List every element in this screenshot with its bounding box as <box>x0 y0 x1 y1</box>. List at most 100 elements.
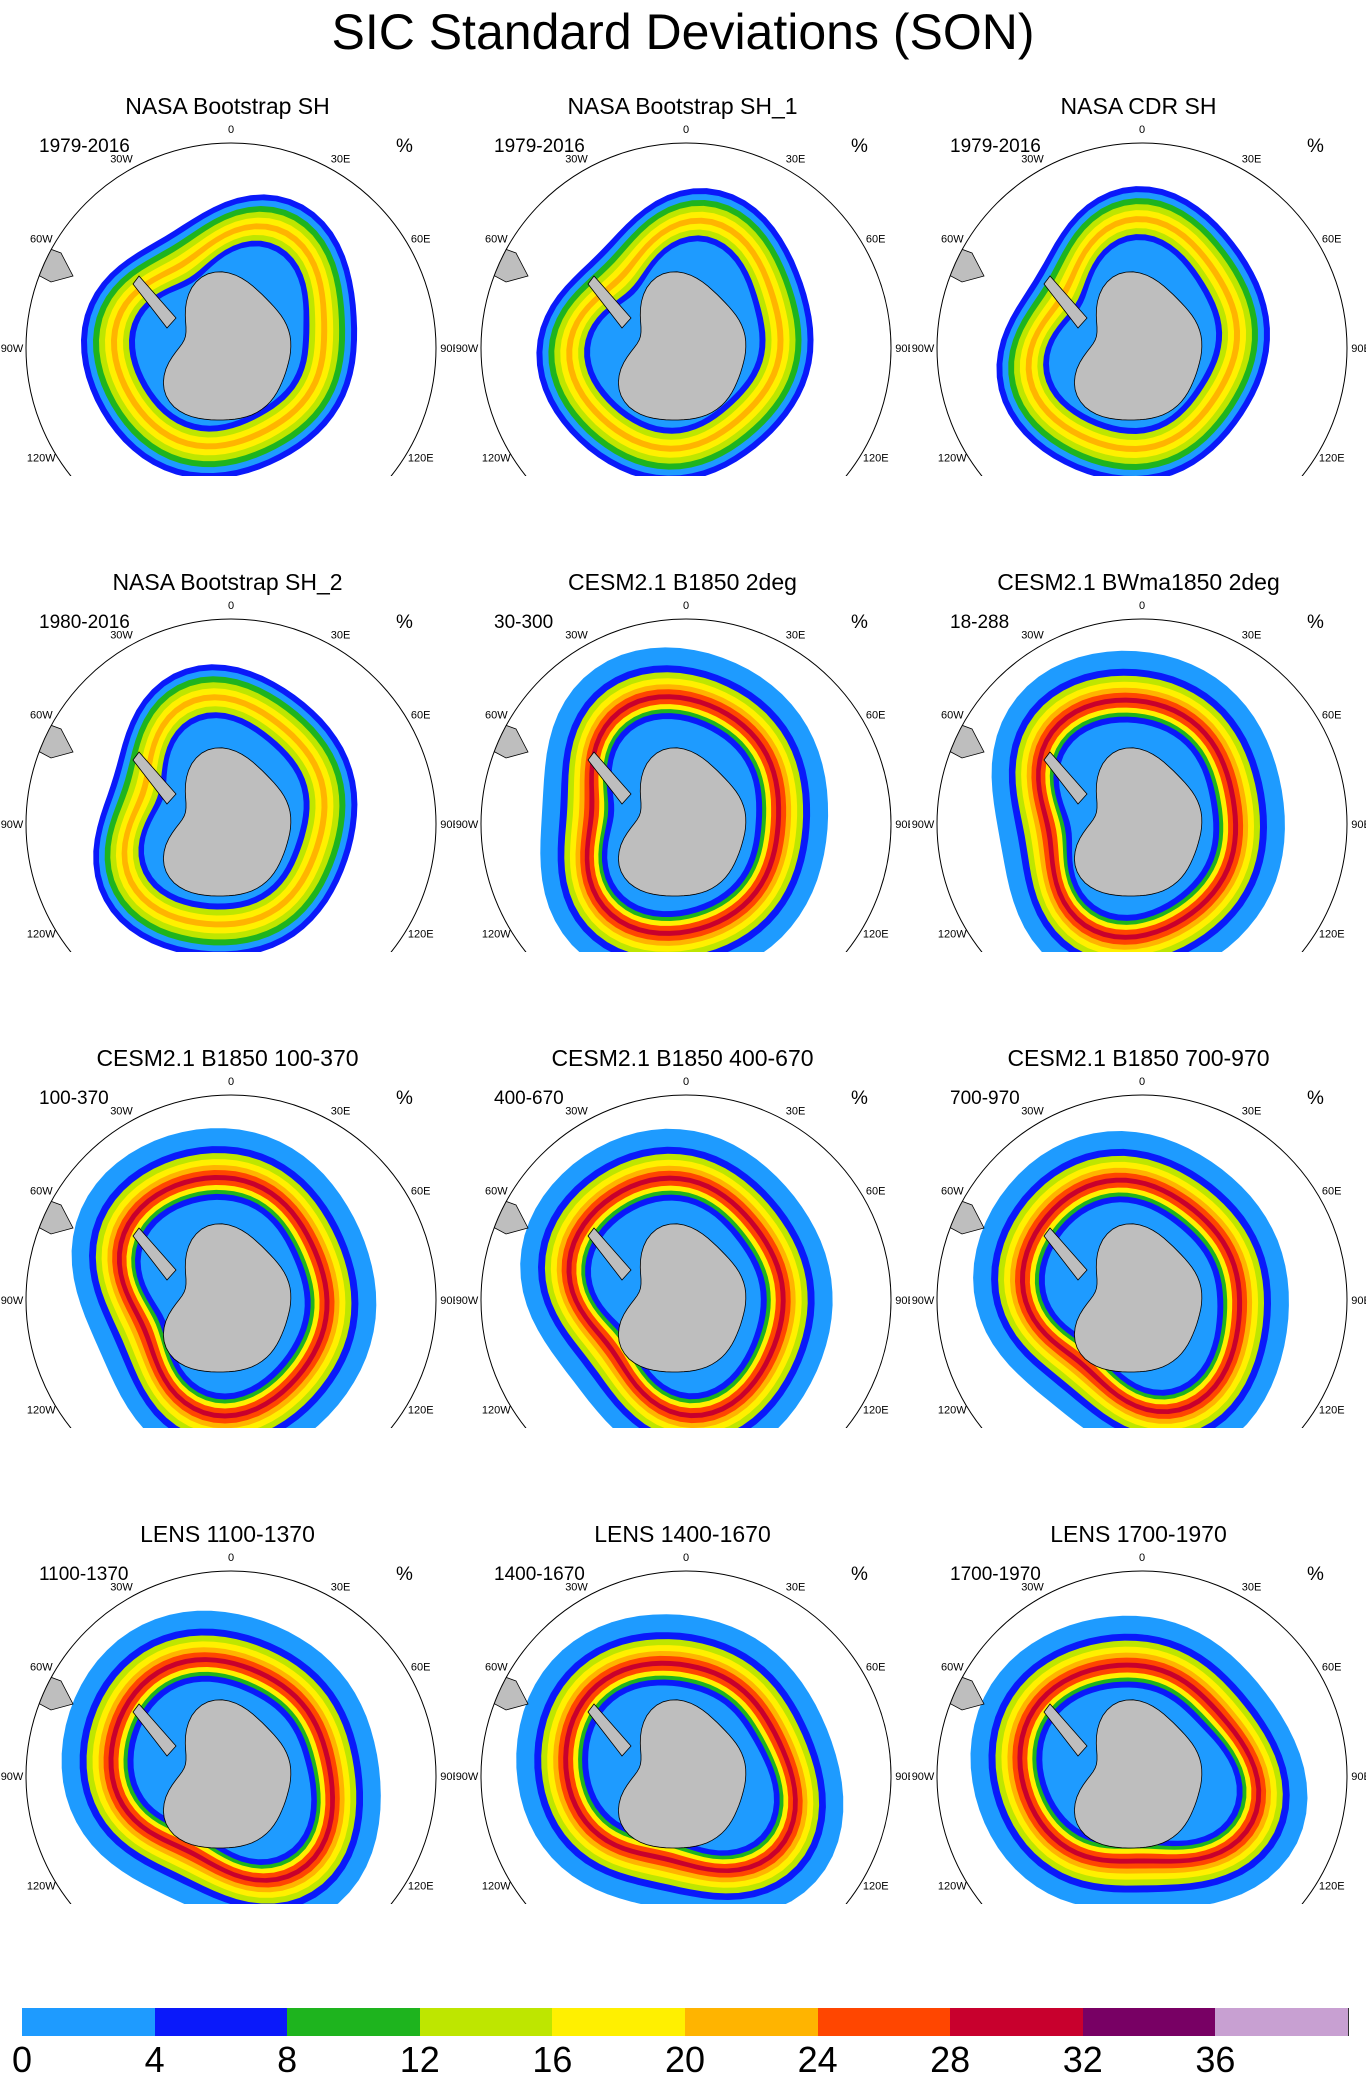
longitude-label: 120W <box>27 1405 56 1417</box>
longitude-label: 90W <box>456 819 479 831</box>
longitude-label: 120E <box>408 1405 434 1417</box>
antarctica-landmass <box>162 1699 292 1849</box>
longitude-label: 60E <box>1322 1662 1342 1674</box>
longitude-label: 90W <box>912 1771 935 1783</box>
panel-unit-label: % <box>396 1564 413 1585</box>
longitude-label: 60W <box>941 1662 964 1674</box>
longitude-label: 90E <box>895 343 910 355</box>
longitude-label: 60E <box>1322 234 1342 246</box>
map-panel: 030E60E90E120E150E180150W120W90W60W30WCE… <box>911 952 1366 1428</box>
colorbar-swatch <box>950 2008 1084 2036</box>
longitude-label: 30W <box>565 153 588 165</box>
colorbar-swatch <box>552 2008 686 2036</box>
antarctic-peninsula <box>1043 275 1088 329</box>
antarctic-peninsula <box>132 751 177 805</box>
map-boundary-circle <box>25 618 437 952</box>
colorbar-swatch <box>685 2008 819 2036</box>
panel-unit-label: % <box>851 1088 868 1109</box>
longitude-label: 120E <box>863 929 889 941</box>
map-panel: 030E60E90E120E150E180150W120W90W60W30WNA… <box>911 0 1366 476</box>
antarctic-peninsula <box>1043 751 1088 805</box>
panel-title: NASA CDR SH <box>1060 93 1217 119</box>
longitude-label: 30E <box>786 629 806 641</box>
panel-title: NASA Bootstrap SH <box>125 93 330 119</box>
longitude-label: 0 <box>228 124 234 136</box>
longitude-label: 60E <box>411 710 431 722</box>
longitude-label: 60E <box>1322 710 1342 722</box>
longitude-label: 60W <box>485 1662 508 1674</box>
polar-map: 030E60E90E120E150E180150W120W90W60W30W <box>456 1552 910 1904</box>
longitude-label: 30W <box>110 153 133 165</box>
map-panel: 030E60E90E120E150E180150W120W90W60W30WLE… <box>911 1428 1366 1904</box>
longitude-label: 90W <box>456 343 479 355</box>
longitude-label: 120W <box>482 1881 511 1893</box>
panel-year-range: 1979-2016 <box>39 136 130 157</box>
panel-year-range: 1100-1370 <box>39 1564 129 1585</box>
longitude-label: 120W <box>938 929 967 941</box>
longitude-label: 30E <box>331 629 351 641</box>
longitude-label: 90W <box>1 819 24 831</box>
longitude-label: 0 <box>683 1076 689 1088</box>
map-boundary-circle <box>480 142 892 476</box>
colorbar-tick-label: 20 <box>664 2039 706 2080</box>
colorbar-tick-label: 4 <box>144 2039 165 2080</box>
longitude-label: 0 <box>1139 1076 1145 1088</box>
longitude-label: 30E <box>331 1581 351 1593</box>
longitude-label: 90W <box>456 1771 479 1783</box>
colorbar-tick-label: 12 <box>399 2039 440 2080</box>
panel-year-range: 1979-2016 <box>494 136 585 157</box>
longitude-label: 90E <box>440 1295 455 1307</box>
panel-year-range: 100-370 <box>39 1088 109 1109</box>
longitude-label: 30W <box>110 629 133 641</box>
colorbar-tick-label: 0 <box>11 2039 33 2080</box>
panel-title: LENS 1100-1370 <box>140 1521 315 1547</box>
panel-unit-label: % <box>1307 612 1324 633</box>
panel-unit-label: % <box>851 136 868 157</box>
longitude-label: 60W <box>485 1186 508 1198</box>
antarctic-peninsula <box>1043 1227 1088 1281</box>
panel-title: CESM2.1 B1850 400-670 <box>551 1045 814 1071</box>
polar-map: 030E60E90E120E150E180150W120W90W60W30W <box>1 1552 455 1904</box>
antarctic-peninsula <box>587 1227 632 1281</box>
longitude-label: 30E <box>331 153 351 165</box>
longitude-label: 120E <box>1319 1881 1345 1893</box>
map-panel: 030E60E90E120E150E180150W120W90W60W30WLE… <box>455 1428 910 1904</box>
longitude-label: 30W <box>1021 629 1044 641</box>
longitude-label: 30E <box>1242 629 1262 641</box>
antarctic-peninsula <box>587 1703 632 1757</box>
longitude-label: 30W <box>565 1581 588 1593</box>
antarctic-peninsula <box>1043 1703 1088 1757</box>
longitude-label: 120E <box>1319 929 1345 941</box>
map-panel: 030E60E90E120E150E180150W120W90W60W30WCE… <box>911 476 1366 952</box>
antarctic-peninsula <box>132 275 177 329</box>
colorbar-swatch <box>1215 2008 1349 2036</box>
polar-map: 030E60E90E120E150E180150W120W90W60W30W <box>1 124 455 476</box>
longitude-label: 0 <box>683 600 689 612</box>
longitude-label: 60E <box>866 710 886 722</box>
panel-year-range: 30-300 <box>494 612 554 633</box>
longitude-label: 90E <box>1351 343 1366 355</box>
colorbar-swatch <box>1082 2008 1217 2036</box>
map-boundary-circle <box>25 142 437 476</box>
longitude-label: 0 <box>1139 600 1145 612</box>
panel-title: LENS 1400-1670 <box>594 1521 771 1547</box>
map-boundary-circle <box>480 1094 892 1428</box>
panel-unit-label: % <box>1307 136 1324 157</box>
longitude-label: 30E <box>786 1105 806 1117</box>
panel-unit-label: % <box>396 612 413 633</box>
longitude-label: 120W <box>27 929 56 941</box>
longitude-label: 0 <box>683 124 689 136</box>
longitude-label: 90E <box>1351 819 1366 831</box>
panel-unit-label: % <box>1307 1564 1324 1585</box>
panel-title: LENS 1700-1970 <box>1050 1521 1227 1547</box>
longitude-label: 90W <box>912 819 935 831</box>
longitude-label: 90E <box>440 819 455 831</box>
panel-unit-label: % <box>396 1088 413 1109</box>
antarctica-landmass <box>617 1223 747 1373</box>
antarctica-landmass <box>617 1699 747 1849</box>
panel-year-range: 400-670 <box>494 1088 564 1109</box>
longitude-label: 90E <box>895 1771 910 1783</box>
antarctica-landmass <box>1073 271 1203 421</box>
polar-map: 030E60E90E120E150E180150W120W90W60W30W <box>456 124 910 476</box>
panel-year-range: 18-288 <box>950 612 1010 633</box>
